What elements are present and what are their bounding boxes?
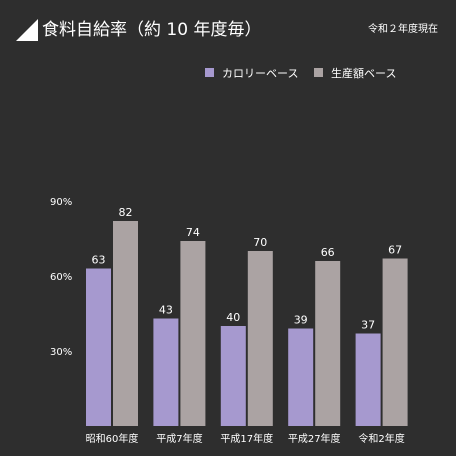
chart-title: 食料自給率（約 10 年度毎） (42, 20, 262, 40)
production-bar (247, 251, 273, 426)
y-tick-label: 30% (50, 347, 72, 358)
production-bar (382, 258, 408, 426)
data-label: 40 (226, 311, 240, 324)
data-label: 43 (159, 304, 173, 317)
calorie-bar (288, 328, 314, 426)
title-triangle-icon (16, 19, 38, 41)
legend-swatch (314, 68, 323, 77)
data-label: 37 (361, 319, 375, 332)
calorie-bar (153, 318, 179, 426)
data-label: 74 (186, 226, 200, 239)
data-label: 66 (321, 246, 335, 259)
y-tick-label: 90% (50, 197, 72, 208)
date-note: 令和２年度現在 (368, 24, 438, 35)
legend-label: カロリーベース (222, 67, 298, 80)
data-label: 67 (388, 244, 402, 257)
data-label: 70 (253, 236, 267, 249)
legend-swatch (205, 68, 214, 77)
data-label: 39 (294, 314, 308, 327)
plot-area: 63 82 43 74 40 70 39 66 37 67 (86, 206, 408, 426)
legend-label: 生産額ベース (331, 66, 396, 80)
x-tick-label: 令和2年度 (358, 432, 404, 445)
y-axis: 90% 60% 30% (50, 197, 72, 358)
x-tick-label: 昭和60年度 (86, 432, 139, 445)
x-tick-label: 平成17年度 (220, 432, 273, 445)
production-bar (180, 241, 206, 426)
y-tick-label: 60% (50, 272, 72, 283)
x-axis: 昭和60年度 平成7年度 平成17年度 平成27年度 令和2年度 (86, 432, 405, 445)
legend: カロリーベース 生産額ベース (205, 66, 396, 80)
production-bar (315, 261, 341, 426)
data-label: 63 (92, 254, 106, 267)
calorie-bar (86, 268, 111, 426)
x-tick-label: 平成27年度 (288, 432, 341, 445)
data-label: 82 (119, 206, 133, 219)
calorie-bar (220, 326, 246, 426)
calorie-bar (355, 333, 381, 426)
x-tick-label: 平成7年度 (156, 432, 202, 445)
production-bar (113, 221, 138, 426)
